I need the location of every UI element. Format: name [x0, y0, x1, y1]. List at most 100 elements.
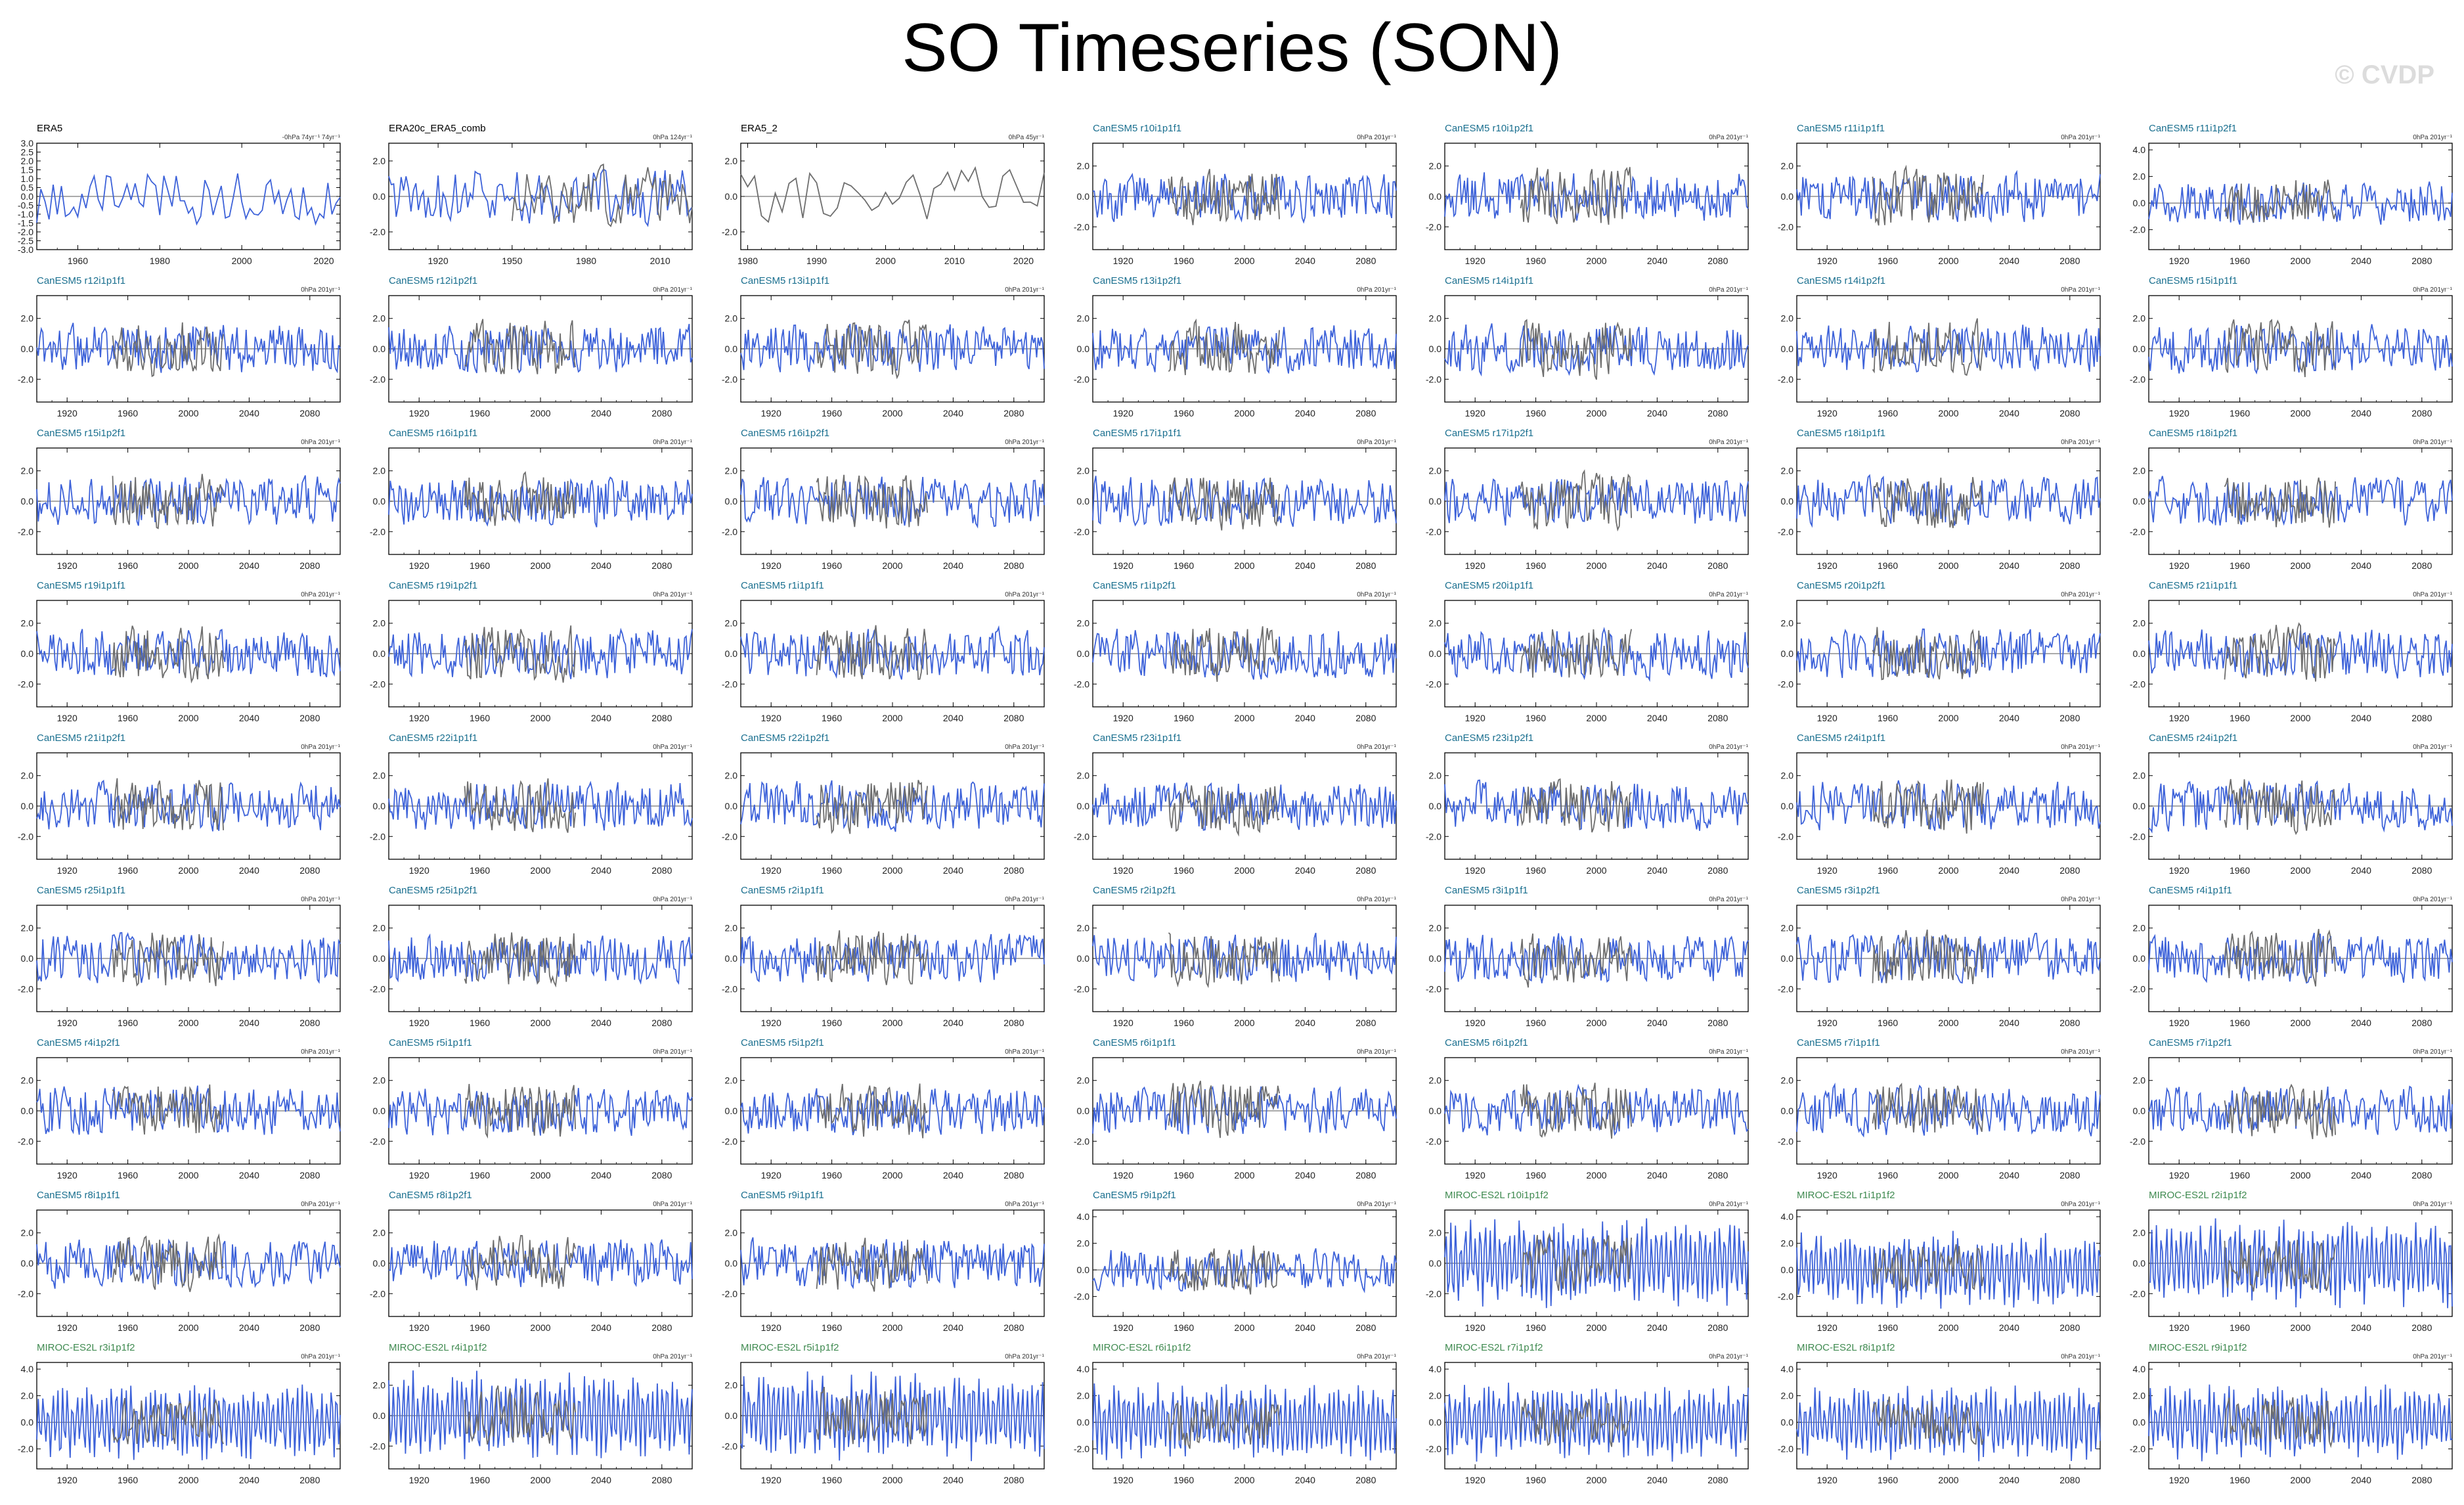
x-tick-label: 2080: [1355, 1475, 1376, 1485]
x-tick-label: 2040: [1999, 256, 2019, 266]
model-series-line: [1796, 1082, 2101, 1138]
chart-panel: CanESM5 r12i1p2f1 0hPa 201yr⁻¹ -2.0 0.0 2.0 1…: [370, 275, 693, 418]
panel-rate-label: 0hPa 201yr⁻¹: [653, 1048, 692, 1056]
y-tick-label: -2.0: [722, 526, 737, 537]
observed-series-line: [464, 1385, 576, 1445]
y-tick-label: 2.0: [725, 618, 738, 629]
chart-panel: CanESM5 r25i1p1f1 0hPa 201yr⁻¹ -2.0 0.0 2.0 1…: [18, 885, 341, 1028]
x-tick-label: 2080: [2411, 408, 2432, 418]
x-tick-label: 2040: [591, 1322, 611, 1333]
panel-title: MIROC-ES2L r2i1p1f2: [2149, 1190, 2247, 1201]
y-tick-label: 2.0: [373, 771, 386, 781]
x-tick-label: 2040: [591, 713, 611, 723]
x-tick-label: 2080: [1707, 1475, 1728, 1485]
chart-panel: CanESM5 r9i1p2f1 0hPa 201yr⁻¹ -2.0 0.0 2.0 4.…: [1074, 1190, 1397, 1333]
chart-panel: CanESM5 r2i1p2f1 0hPa 201yr⁻¹ -2.0 0.0 2.0 19…: [1074, 885, 1397, 1028]
x-tick-label: 1920: [1465, 1475, 1485, 1485]
x-tick-label: 2000: [178, 865, 198, 876]
x-tick-label: 2000: [530, 1322, 550, 1333]
x-tick-label: 2080: [1707, 408, 1728, 418]
observed-series-line: [1872, 1083, 1984, 1133]
panel-rate-label: 0hPa 201yr⁻¹: [2413, 744, 2452, 751]
panel-title: MIROC-ES2L r9i1p1f2: [2149, 1342, 2247, 1353]
y-tick-label: 4.0: [1077, 1364, 1090, 1374]
panel-title: CanESM5 r21i1p1f1: [2149, 580, 2237, 591]
x-tick-label: 1960: [118, 560, 138, 571]
panel-rate-label: 0hPa 201yr⁻¹: [1005, 896, 1044, 903]
x-tick-label: 2000: [1234, 1322, 1254, 1333]
panel-title: CanESM5 r13i1p1f1: [741, 275, 829, 286]
y-tick-label: -2.0: [2130, 831, 2145, 842]
x-tick-label: 1960: [118, 1475, 138, 1485]
x-tick-label: 2000: [875, 256, 896, 266]
x-tick-label: 1920: [409, 865, 429, 876]
x-tick-label: 2080: [299, 1170, 320, 1180]
y-tick-label: -2.0: [1426, 1136, 1441, 1146]
x-tick-label: 2000: [178, 1018, 198, 1028]
panel-title: CanESM5 r1i1p1f1: [741, 580, 824, 591]
model-series-line: [1796, 780, 2101, 831]
x-tick-label: 2000: [178, 1170, 198, 1180]
y-tick-label: 0.0: [1429, 191, 1442, 202]
panel-title: MIROC-ES2L r1i1p1f2: [1797, 1190, 1895, 1201]
chart-panel: CanESM5 r7i1p1f1 0hPa 201yr⁻¹ -2.0 0.0 2.0 19…: [1778, 1037, 2101, 1180]
y-tick-label: -2.0: [1074, 679, 1089, 689]
x-tick-label: 1920: [1817, 560, 1837, 571]
observed-series-line: [511, 163, 693, 227]
x-tick-label: 2000: [530, 865, 550, 876]
panel-rate-label: 0hPa 201yr⁻¹: [301, 1048, 340, 1056]
panel-rate-label: 0hPa 201yr⁻¹: [1709, 286, 1748, 294]
observed-series-line: [816, 1386, 928, 1445]
y-tick-label: -2.0: [1778, 1444, 1793, 1454]
model-series-line: [740, 1088, 1045, 1136]
y-tick-label: 0.0: [1429, 344, 1442, 354]
panel-title: MIROC-ES2L r6i1p1f2: [1093, 1342, 1191, 1353]
y-tick-label: 2.0: [373, 618, 386, 629]
y-tick-label: 0.0: [373, 801, 386, 811]
x-tick-label: 2080: [2411, 560, 2432, 571]
panel-rate-label: 0hPa 201yr⁻¹: [1709, 1201, 1748, 1208]
panel-rate-label: 0hPa 201yr⁻¹: [2413, 134, 2452, 141]
y-tick-label: 2.0: [21, 313, 34, 324]
x-tick-label: 2040: [1647, 560, 1667, 571]
y-tick-label: -2.0: [370, 1288, 385, 1299]
y-tick-label: -2.0: [722, 1441, 737, 1451]
y-tick-label: -2.0: [1074, 831, 1089, 842]
observed-series-line: [1168, 318, 1280, 376]
x-tick-label: 1960: [1174, 713, 1194, 723]
model-series-line: [740, 625, 1045, 680]
x-tick-label: 1920: [1465, 408, 1485, 418]
y-tick-label: -2.0: [2130, 225, 2145, 235]
y-tick-label: -2.0: [1074, 526, 1089, 537]
panel-rate-label: 0hPa 201yr⁻¹: [2413, 591, 2452, 598]
panel-title: CanESM5 r18i1p2f1: [2149, 428, 2237, 439]
y-tick-label: 2.0: [1781, 618, 1794, 629]
y-tick-label: 2.0: [21, 1391, 34, 1401]
y-tick-label: 2.0: [1781, 161, 1794, 171]
x-tick-label: 1920: [409, 408, 429, 418]
chart-panel: CanESM5 r20i1p1f1 0hPa 201yr⁻¹ -2.0 0.0 2.0 1…: [1426, 580, 1749, 723]
model-series-line: [1796, 1230, 2101, 1309]
cvdp-watermark: © CVDP: [2335, 60, 2434, 89]
model-series-line: [740, 323, 1045, 372]
x-tick-label: 2080: [2059, 560, 2080, 571]
x-tick-label: 1920: [1113, 865, 1133, 876]
x-tick-label: 2000: [2290, 1018, 2310, 1028]
chart-panel: MIROC-ES2L r7i1p1f2 0hPa 201yr⁻¹ -2.0 0.0 2.…: [1426, 1342, 1749, 1485]
x-tick-label: 2080: [1355, 1322, 1376, 1333]
x-tick-label: 2080: [1707, 256, 1728, 266]
x-tick-label: 2040: [591, 1475, 611, 1485]
chart-panel: CanESM5 r2i1p1f1 0hPa 201yr⁻¹ -2.0 0.0 2.0 19…: [722, 885, 1045, 1028]
x-tick-label: 2040: [239, 560, 259, 571]
x-tick-label: 1920: [1465, 1018, 1485, 1028]
x-tick-label: 1960: [2230, 256, 2250, 266]
x-tick-label: 1960: [1174, 256, 1194, 266]
model-series-line: [2148, 181, 2453, 225]
x-tick-label: 2080: [1003, 1475, 1024, 1485]
y-tick-label: 2.0: [1077, 618, 1090, 629]
y-tick-label: -2.0: [1426, 1444, 1441, 1454]
x-tick-label: 2000: [1586, 1170, 1606, 1180]
model-series-line: [36, 779, 341, 832]
x-tick-label: 1920: [57, 1322, 77, 1333]
x-tick-label: 2080: [299, 865, 320, 876]
